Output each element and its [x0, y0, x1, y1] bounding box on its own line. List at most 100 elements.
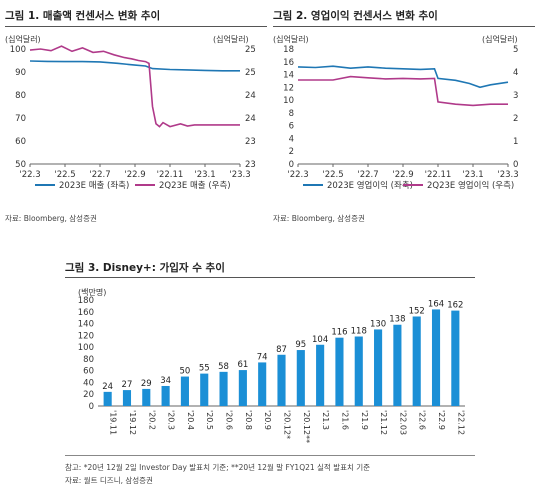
chart3-bar-12	[316, 344, 325, 406]
chart3-x-tick-9: '20.9	[263, 410, 272, 430]
chart1-legend-label-2: 2Q23E 매출 (우측)	[159, 180, 231, 191]
chart2-x-tick: '23.1	[462, 170, 483, 180]
chart2-source: 자료: Bloomberg, 삼성증권	[273, 214, 365, 223]
chart1-left-tick: 100	[10, 45, 26, 55]
chart2-series-1-line	[297, 65, 509, 89]
chart2-left-tick: 10	[283, 96, 294, 106]
chart3-bar-7	[219, 371, 228, 406]
chart3-y-tick: 100	[78, 343, 94, 353]
chart3-bar-1	[103, 391, 112, 406]
chart3-data-label-3: 29	[141, 379, 152, 389]
chart3-data-label-1: 24	[102, 382, 113, 392]
chart3-note: 참고: *20년 12월 2일 Investor Day 발표치 기준; **2…	[65, 463, 371, 472]
chart1-left-tick: 90	[15, 68, 26, 78]
chart3-x-tick-12: '21.3	[321, 410, 330, 430]
chart2-right-unit: (십억달러)	[482, 35, 518, 44]
chart2-x-tick: '22.5	[322, 170, 343, 180]
chart2-left-tick: 12	[283, 83, 294, 93]
chart3-data-label-2: 27	[122, 380, 133, 390]
chart3-x-tick-14: '21.9	[360, 410, 369, 430]
chart3-x-tick-10: '20.12*	[283, 410, 292, 439]
chart2-plot: 024681012141618012345'22.3'22.5'22.7'22.…	[283, 45, 518, 191]
chart3-title-rule	[65, 277, 475, 278]
chart3-x-tick-17: '22.6	[418, 410, 427, 430]
chart3-data-label-12: 104	[312, 335, 328, 345]
chart3-x-tick-4: '20.3	[167, 410, 176, 430]
chart1-right-tick: 25	[245, 68, 256, 78]
chart1-x-tick: '23.1	[194, 170, 215, 180]
chart3-x-tick-7: '20.6	[225, 410, 234, 430]
chart3-y-tick: 60	[83, 367, 94, 377]
chart1-left-tick: 70	[15, 114, 26, 124]
chart1-right-unit: (십억달러)	[213, 35, 249, 44]
chart3-x-tick-3: '20.2	[147, 410, 156, 430]
chart3-bottom-rule	[65, 455, 475, 456]
chart2-x-tick: '22.11	[425, 170, 452, 180]
chart3-y-tick: 20	[83, 390, 94, 400]
chart1-x-tick: '22.5	[54, 170, 75, 180]
chart2-left-tick: 14	[283, 71, 294, 81]
chart2-right-tick: 0	[513, 160, 518, 170]
chart3-bar-11	[296, 350, 305, 406]
chart1-x-tick: '22.11	[157, 170, 184, 180]
chart2-right-tick: 3	[513, 91, 518, 101]
chart2-right-tick: 4	[513, 68, 518, 78]
chart3-bar-19	[451, 310, 460, 406]
chart3-bar-5	[180, 376, 189, 406]
chart3-data-label-11: 95	[295, 340, 306, 350]
chart1-series-1-line	[29, 60, 240, 72]
chart1-x-tick: '22.3	[19, 170, 40, 180]
chart3-data-label-15: 130	[370, 319, 386, 329]
chart1-legend-label-1: 2023E 매출 (좌축)	[59, 180, 129, 191]
chart3-title: 그림 3. Disney+: 가입자 수 추이	[65, 262, 225, 274]
chart2-title: 그림 2. 영업이익 컨센서스 변화 추이	[273, 10, 438, 22]
chart1-x-tick: '22.9	[124, 170, 145, 180]
chart3-bar-17	[412, 316, 421, 406]
chart2-x-tick: '22.3	[287, 170, 308, 180]
chart3-y-tick: 160	[78, 308, 94, 318]
chart3-x-tick-5: '20.4	[186, 410, 195, 430]
chart2-right-tick: 1	[513, 137, 518, 147]
chart1-series-2-line	[29, 45, 240, 128]
chart3-bar-18	[431, 309, 441, 406]
chart3-y-tick: 180	[78, 296, 94, 306]
chart1-x-tick: '22.7	[89, 170, 110, 180]
chart2-title-rule	[273, 26, 535, 27]
chart3-data-label-8: 61	[237, 360, 248, 370]
chart2-left-tick: 0	[289, 160, 294, 170]
chart3-y-tick: 80	[83, 355, 94, 365]
chart3-data-label-9: 74	[257, 352, 268, 362]
chart3-x-tick-6: '20.5	[205, 410, 214, 430]
chart3-bar-4	[161, 385, 170, 406]
chart2-left-tick: 2	[289, 147, 294, 157]
chart3-x-tick-16: '22.03	[398, 410, 407, 435]
chart3-data-label-18: 164	[428, 299, 444, 309]
chart1-left-tick: 60	[15, 137, 26, 147]
chart1-title-rule	[5, 26, 267, 27]
chart3-data-label-17: 152	[409, 306, 425, 316]
chart1-left-tick: 80	[15, 91, 26, 101]
chart3-source: 자료: 월트 디즈니, 삼성증권	[65, 476, 153, 485]
chart1-left-unit: (십억달러)	[5, 35, 41, 44]
chart1-x-tick: '23.3	[229, 170, 250, 180]
chart2-left-unit: (십억달러)	[273, 35, 309, 44]
chart1-right-tick: 23	[245, 160, 256, 170]
chart2-left-tick: 4	[289, 134, 294, 144]
chart1-source: 자료: Bloomberg, 삼성증권	[5, 214, 97, 223]
chart2-legend-label-2: 2Q23E 영업이익 (우측)	[427, 180, 514, 191]
chart3-bar-10	[277, 354, 286, 406]
chart2-left-tick: 6	[289, 122, 294, 132]
chart3-bar-15	[374, 329, 383, 406]
chart2-x-tick: '22.9	[392, 170, 413, 180]
chart1-right-tick: 24	[245, 91, 256, 101]
chart3-bar-16	[393, 324, 402, 406]
chart3-bar-13	[335, 337, 344, 406]
chart2-x-tick: '22.7	[357, 170, 378, 180]
chart3-y-tick: 140	[78, 320, 94, 330]
chart1-title: 그림 1. 매출액 컨센서스 변화 추이	[5, 10, 161, 22]
chart3-bar-8	[238, 370, 247, 406]
chart1-right-tick: 23	[245, 137, 256, 147]
chart2-legend-label-1: 2023E 영업이익 (좌축)	[327, 180, 413, 191]
chart1-right-tick: 24	[245, 114, 256, 124]
